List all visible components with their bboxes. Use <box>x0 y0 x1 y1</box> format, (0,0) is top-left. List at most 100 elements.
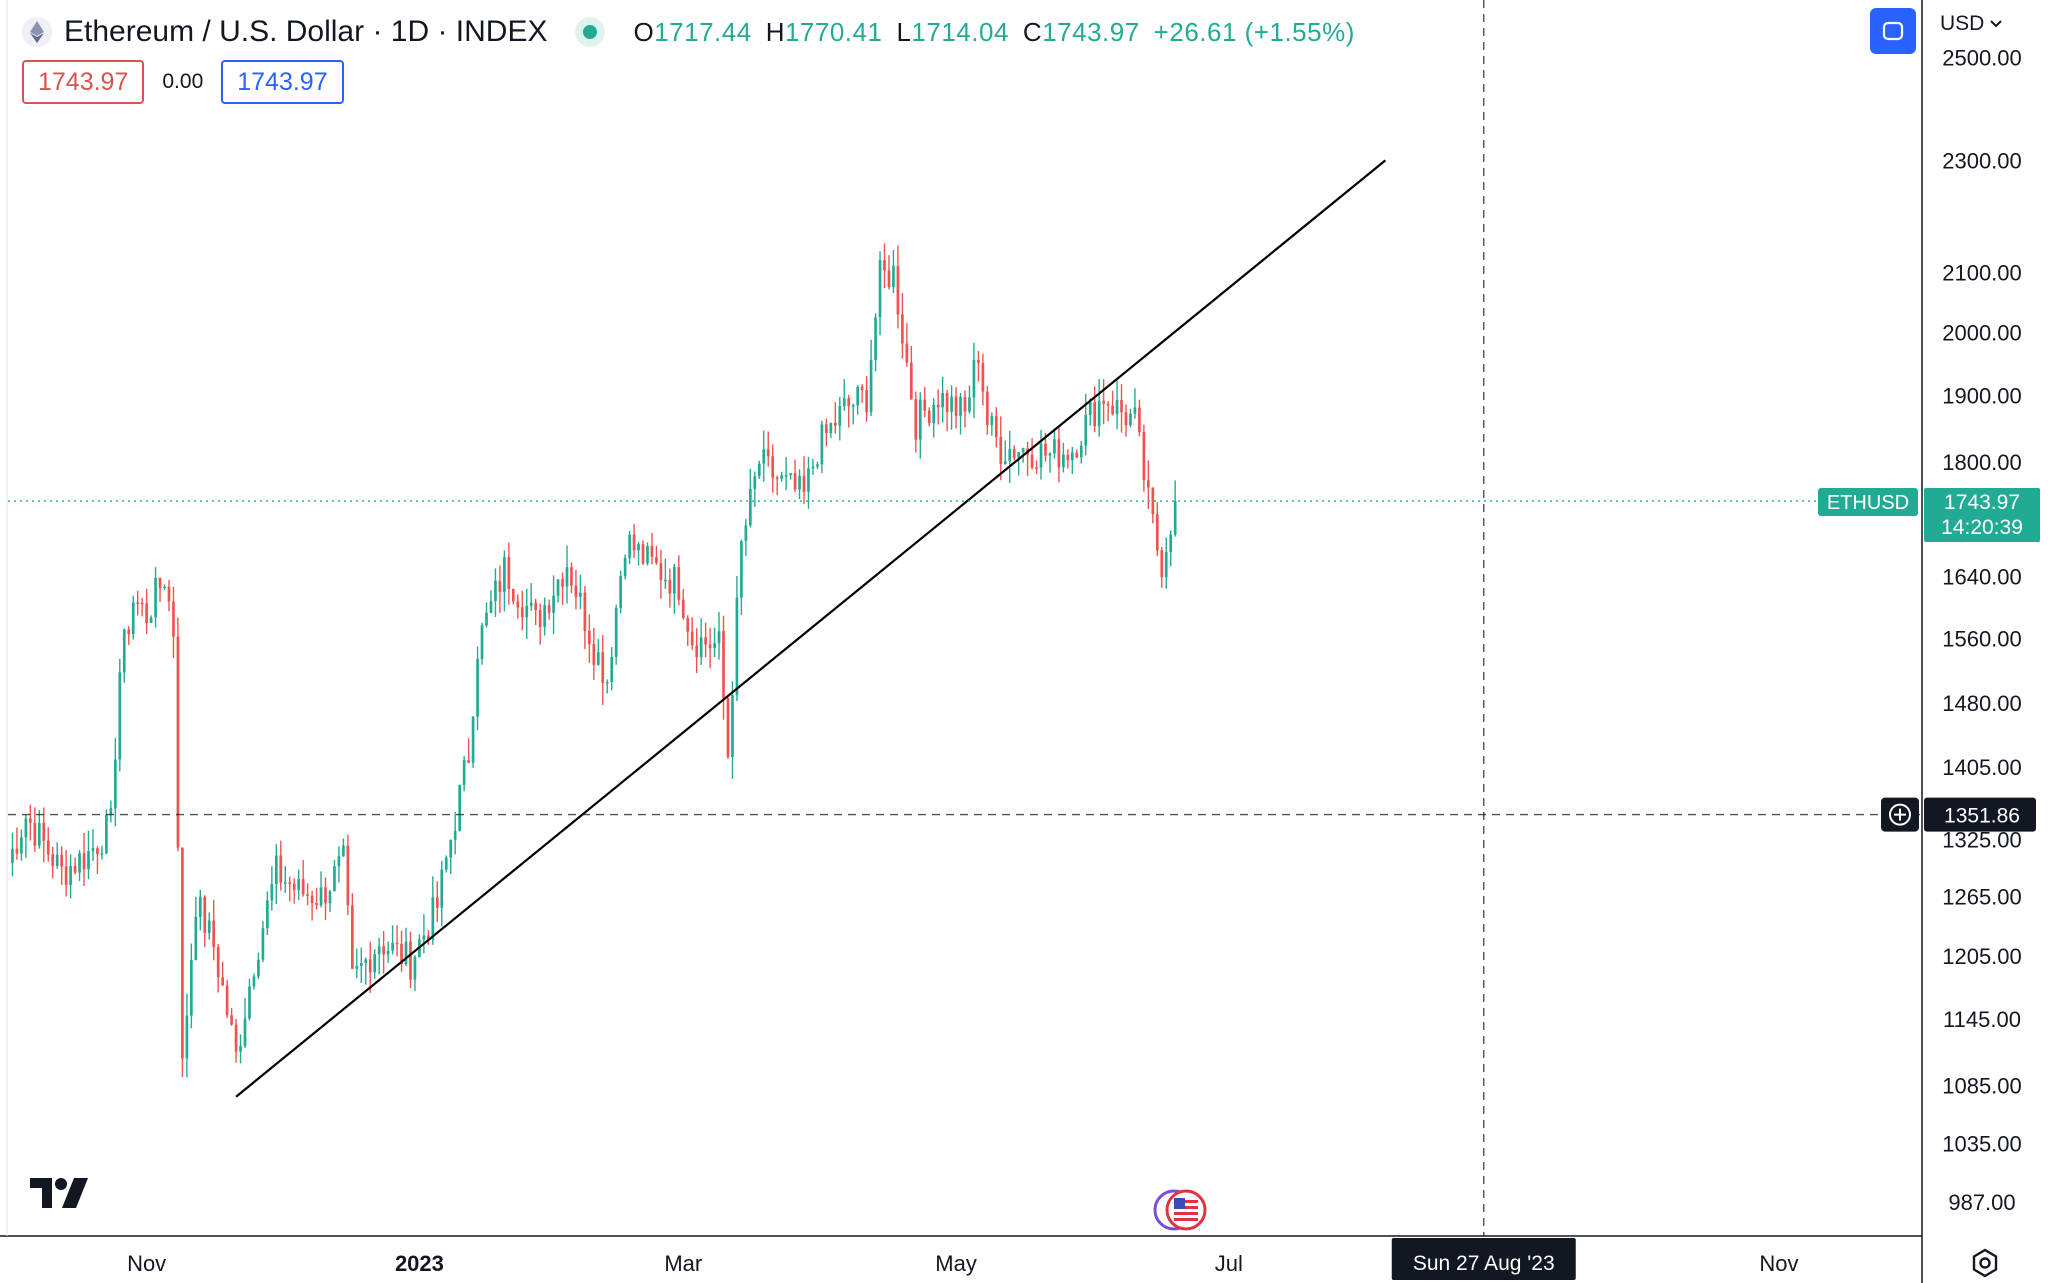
candle-body <box>802 476 806 492</box>
candle <box>234 1018 238 1063</box>
candle <box>883 243 886 289</box>
y-tick-label: 1145.00 <box>1943 1007 2021 1032</box>
buy-button[interactable]: 1743.97 <box>221 60 344 104</box>
candle <box>632 523 636 558</box>
candle <box>207 912 211 940</box>
candle <box>24 814 28 858</box>
symbol-tag-label: ETHUSD <box>1827 492 1909 514</box>
candle-body <box>1088 402 1092 416</box>
candle-body <box>310 895 314 904</box>
candle <box>525 588 529 639</box>
candle <box>986 386 989 435</box>
candle-body <box>100 853 104 855</box>
sell-button[interactable]: 1743.97 <box>22 60 145 104</box>
candle <box>1169 530 1173 567</box>
candle-body <box>404 941 408 965</box>
candle <box>386 941 390 963</box>
candle <box>1012 445 1016 461</box>
low-value: 1714.04 <box>911 16 1009 47</box>
candle-body <box>1093 402 1097 427</box>
candle <box>825 418 828 447</box>
candle <box>355 948 359 979</box>
candle <box>73 857 77 875</box>
candle <box>614 604 618 665</box>
candle <box>869 339 873 416</box>
candle-body <box>230 1015 233 1025</box>
candle-body <box>109 808 113 815</box>
candle <box>717 612 721 660</box>
candle <box>301 860 305 897</box>
candle <box>1066 449 1070 469</box>
candle-body <box>516 601 520 608</box>
candle <box>257 952 260 980</box>
candle <box>932 398 936 438</box>
market-status-icon[interactable] <box>575 17 606 47</box>
candle <box>1142 424 1146 492</box>
tradingview-logo[interactable] <box>30 1176 88 1215</box>
candle-body <box>892 265 895 288</box>
candle-body <box>927 410 931 424</box>
candle <box>306 883 309 906</box>
candle-body <box>753 476 757 489</box>
candle <box>520 590 524 631</box>
candle <box>543 597 546 636</box>
candle <box>480 622 484 665</box>
candle <box>248 978 251 1021</box>
crosshair-date-tag-background <box>1391 1238 1576 1280</box>
symbol-tag-background <box>1818 488 1918 517</box>
candle-body <box>377 946 381 955</box>
candle-body <box>690 631 694 646</box>
candle <box>619 570 623 614</box>
candle-body <box>811 466 815 469</box>
candle-body <box>413 957 417 980</box>
candle <box>762 430 766 482</box>
candle <box>342 838 345 857</box>
candle <box>1115 380 1119 430</box>
candle-body <box>503 557 506 592</box>
candle <box>1088 398 1092 426</box>
us-flag-icon[interactable] <box>1150 1188 1214 1232</box>
candle <box>382 931 385 974</box>
candle-body <box>1003 461 1007 464</box>
time-axis-background <box>0 1236 2048 1283</box>
candle <box>740 539 743 616</box>
candle-body <box>534 602 538 611</box>
candle-body <box>252 976 256 987</box>
fullscreen-button[interactable] <box>1870 8 1916 54</box>
candle-body <box>266 900 269 929</box>
candle-body <box>1084 415 1088 446</box>
candle-body <box>33 822 37 846</box>
settings-icon[interactable] <box>1970 1248 2000 1278</box>
candle-body <box>896 265 900 315</box>
candle <box>1039 430 1043 480</box>
currency-selector[interactable]: USD <box>1940 12 2003 36</box>
candle-body <box>994 416 998 438</box>
candle <box>789 473 792 480</box>
candle <box>878 251 882 336</box>
candle-body <box>1066 454 1070 461</box>
x-tick-label: Nov <box>127 1251 166 1276</box>
candle <box>194 896 198 961</box>
candle <box>37 810 41 849</box>
candle-body <box>655 557 658 564</box>
candle <box>315 887 318 910</box>
candle <box>91 829 95 861</box>
candle <box>1008 430 1012 483</box>
candle <box>1053 428 1056 459</box>
candle <box>266 891 269 936</box>
candle <box>413 955 417 992</box>
candle-body <box>936 404 940 408</box>
candle <box>677 555 681 606</box>
symbol-title[interactable]: Ethereum / U.S. Dollar · 1D · INDEX <box>64 15 548 48</box>
candle <box>337 846 341 883</box>
candle <box>681 589 685 620</box>
candle-body <box>829 422 833 434</box>
candle-body <box>279 855 283 883</box>
candle-body <box>391 942 394 951</box>
candle <box>596 639 600 666</box>
candle-body <box>73 865 77 873</box>
candle <box>959 392 962 435</box>
candle-body <box>735 597 739 696</box>
candle-body <box>337 856 341 867</box>
